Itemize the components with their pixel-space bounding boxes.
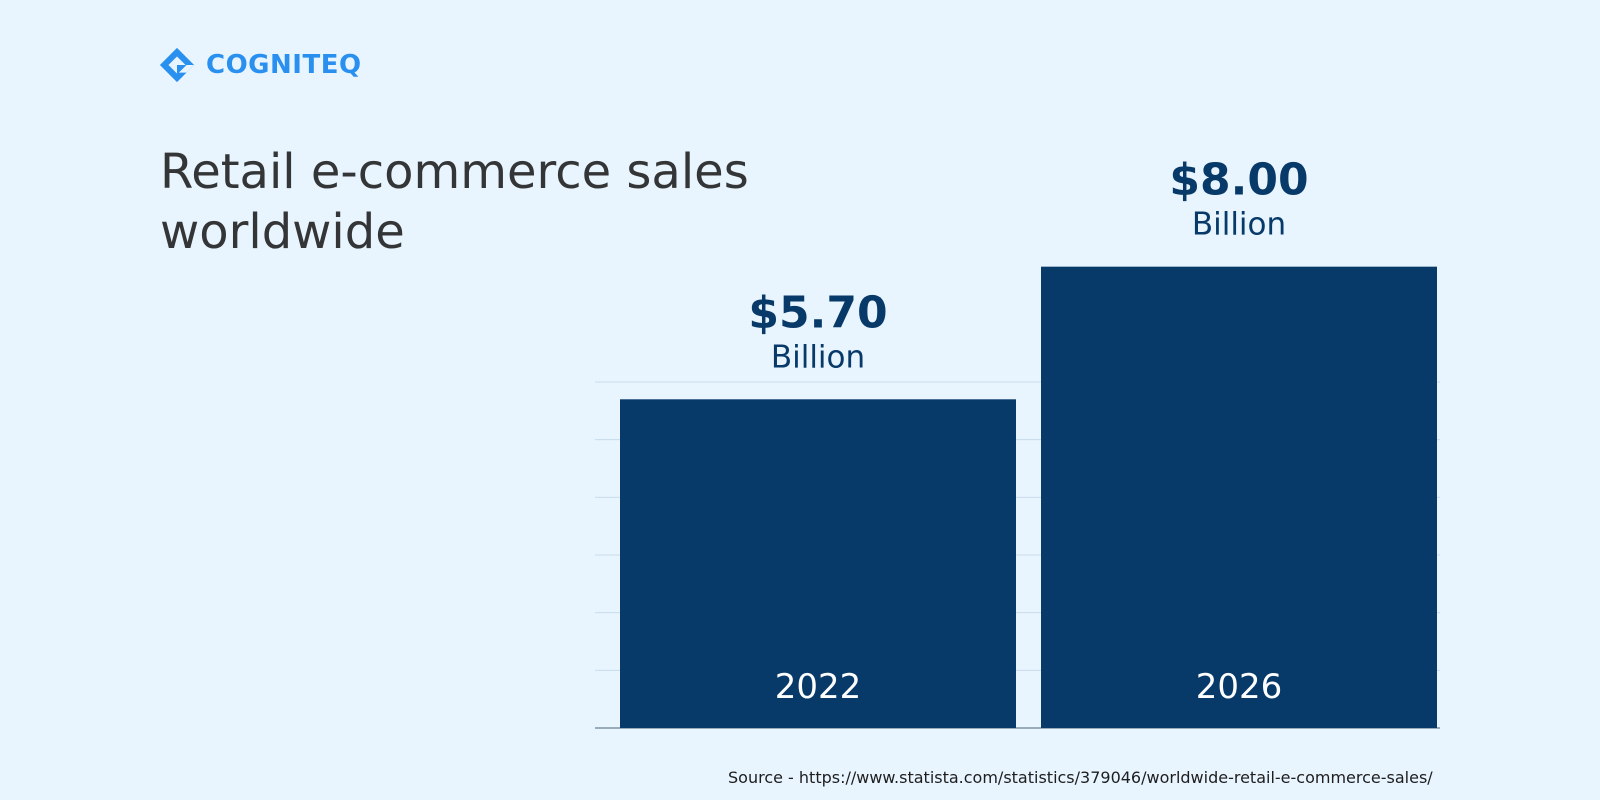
- source-note: Source - https://www.statista.com/statis…: [728, 768, 1433, 787]
- category-label-2026: 2026: [1196, 667, 1283, 707]
- cogniteq-logo-icon: [159, 47, 195, 83]
- bar-2026: [1041, 266, 1437, 728]
- brand-logo: COGNITEQ: [158, 46, 362, 84]
- data-label-2022: $5.70: [748, 287, 887, 338]
- unit-label-2026: Billion: [1192, 207, 1286, 243]
- data-label-2026: $8.00: [1169, 155, 1308, 206]
- page-title: Retail e-commerce sales worldwide: [160, 144, 749, 260]
- brand-name: COGNITEQ: [206, 50, 362, 80]
- unit-label-2022: Billion: [771, 339, 865, 375]
- bar-2022: [620, 399, 1016, 728]
- category-label-2022: 2022: [775, 667, 862, 707]
